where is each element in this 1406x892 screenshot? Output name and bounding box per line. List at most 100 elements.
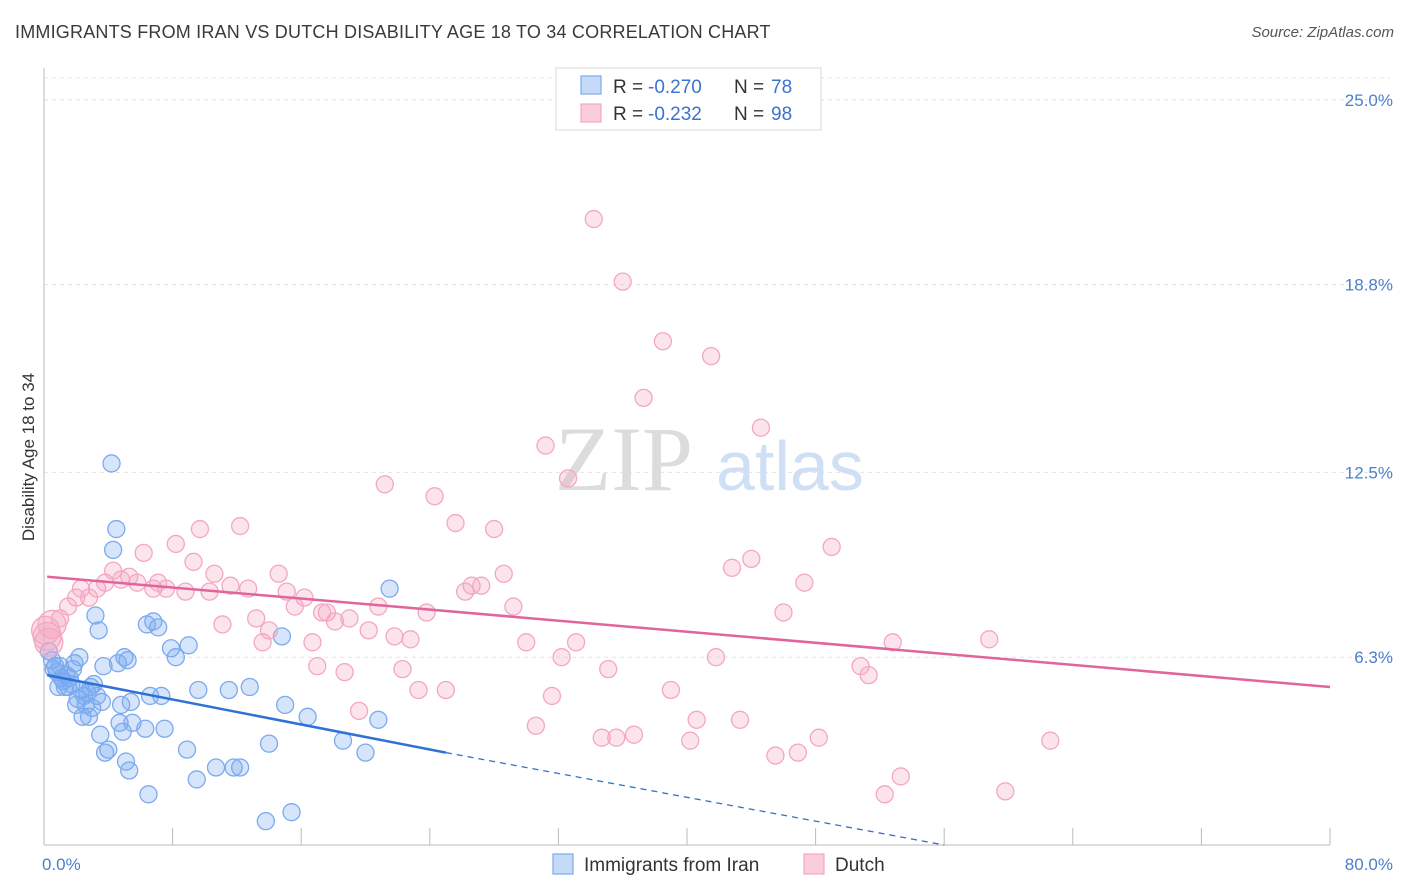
point-series-1-88 [795,573,814,592]
bottom-legend-label-dutch: Dutch [835,855,885,876]
point-series-0-26 [83,698,102,718]
point-series-0-77 [137,615,157,634]
x-tick-labels: 0.0% 80.0% [42,855,1393,874]
point-series-0-29 [87,686,107,706]
point-series-1-46 [375,475,394,494]
point-series-0-72 [298,707,317,726]
point-series-1-79 [701,347,721,366]
watermark: ZIP atlas [555,408,864,510]
point-series-0-66 [240,677,259,697]
point-series-1-58 [484,519,504,539]
axes [43,68,1331,846]
y-tick-labels: 6.3% 12.5% 18.8% 25.0% [1345,91,1393,667]
bottom-legend-label-iran: Immigrants from Iran [584,855,759,876]
trend-line-series-0 [46,673,447,754]
point-series-0-75 [369,710,388,729]
point-series-1-31 [259,621,279,640]
point-series-0-70 [275,695,295,715]
point-series-1-76 [661,680,681,700]
point-series-1-71 [607,728,626,747]
point-series-1-20 [176,582,195,601]
point-series-1-63 [536,436,555,455]
point-series-1-97 [996,782,1015,801]
point-series-1-27 [230,516,250,536]
point-series-0-31 [91,725,110,744]
point-series-0-18 [70,648,89,667]
point-series-1-74 [634,388,653,408]
point-series-1-40 [325,612,345,631]
point-series-1-29 [247,609,266,628]
point-series-1-48 [393,659,412,679]
point-series-0-59 [179,636,198,655]
point-series-1-98 [1041,731,1060,750]
point-series-1-73 [624,725,644,744]
legend-n-label-dutch: N = [734,104,764,125]
point-series-1-83 [742,549,761,568]
point-series-1-2 [34,627,64,657]
point-series-1-41 [335,662,354,682]
bottom-legend: Immigrants from Iran Dutch [552,853,885,876]
legend-r-value-dutch: -0.232 [648,104,702,125]
point-series-1-57 [472,576,491,595]
point-series-0-43 [115,648,134,667]
point-series-1-96 [980,630,999,649]
point-series-1-26 [221,576,240,595]
chart-title: IMMIGRANTS FROM IRAN VS DUTCH DISABILITY… [15,22,771,42]
point-series-0-34 [95,743,115,762]
point-series-1-84 [751,418,771,437]
point-series-1-61 [517,633,536,652]
point-series-1-70 [599,659,618,679]
point-series-1-47 [385,627,404,646]
point-series-1-82 [730,710,750,729]
point-series-1-53 [436,680,456,700]
point-series-1-50 [409,680,428,700]
trend-extension-series-0 [445,751,945,846]
point-series-0-15 [65,654,84,673]
point-series-1-15 [134,543,153,563]
point-series-1-37 [308,657,327,676]
point-series-1-25 [213,615,232,634]
point-series-1-85 [766,746,785,765]
x-tick-label-min: 0.0% [42,855,81,874]
bottom-legend-swatch-iran [552,853,574,875]
point-series-0-60 [187,770,206,789]
point-series-0-68 [259,734,279,753]
point-series-0-36 [102,454,121,473]
point-series-0-30 [89,621,108,640]
point-series-1-81 [722,558,742,577]
point-series-0-56 [161,639,181,658]
point-series-1-59 [494,564,513,583]
legend-swatch-dutch [580,103,602,123]
point-series-0-45 [118,651,137,670]
point-series-1-93 [875,785,894,804]
point-series-1-21 [184,552,203,571]
point-series-0-46 [120,761,139,780]
point-series-1-19 [166,534,185,554]
point-series-0-58 [177,740,197,759]
legend-swatch-iran [580,75,602,95]
point-series-1-77 [681,731,700,750]
chart-source: Source: ZipAtlas.com [1251,24,1394,41]
point-series-1-22 [190,519,210,539]
point-series-0-28 [86,606,105,625]
legend-r-label-dutch: R = [613,104,643,125]
point-series-1-42 [340,609,359,628]
point-series-1-67 [566,633,586,652]
point-series-0-33 [94,657,113,676]
point-series-0-65 [230,758,250,777]
legend-r-label-iran: R = [613,77,643,98]
point-series-0-38 [107,519,126,539]
point-series-1-68 [584,209,603,229]
point-series-1-92 [859,665,878,685]
point-series-0-74 [356,743,375,762]
legend-n-value-iran: 78 [771,77,792,98]
point-series-0-55 [155,719,174,738]
point-series-1-94 [883,633,902,652]
point-series-1-89 [809,728,828,747]
watermark-atlas: atlas [716,427,864,505]
y-axis-label: Disability Age 18 to 34 [19,373,38,541]
point-series-0-63 [219,680,239,700]
y-tick-label-1: 12.5% [1345,463,1393,482]
y-tick-label-0: 6.3% [1354,648,1393,667]
